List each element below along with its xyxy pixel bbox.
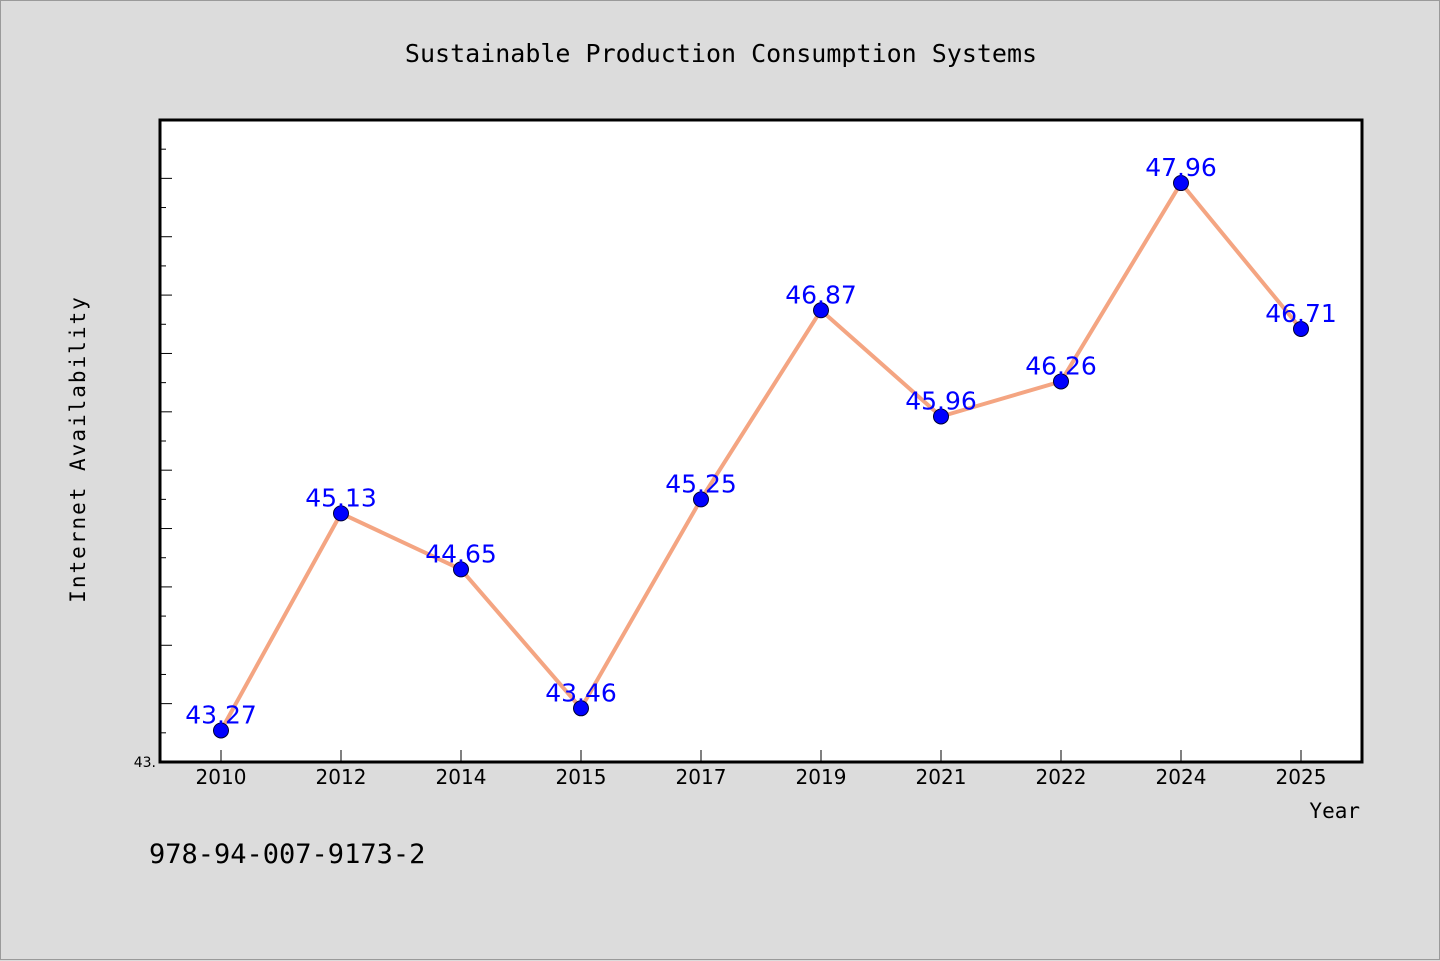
x-tick-label: 2017 (676, 765, 727, 789)
data-point-marker (213, 722, 229, 739)
data-label: 46.87 (785, 280, 857, 309)
data-point-marker (933, 408, 949, 425)
data-label: 43.27 (185, 700, 257, 729)
x-tick-label: 2010 (196, 765, 247, 789)
x-tick-label: 2021 (916, 765, 967, 789)
x-tick-label: 2012 (316, 765, 367, 789)
data-label: 46.71 (1265, 299, 1337, 328)
x-tick-label: 2024 (1156, 765, 1207, 789)
data-point-marker (1173, 175, 1189, 192)
series-layer: 43.27 45.13 44.65 43.46 45.25 46.87 45.96 46.26… (185, 153, 1337, 739)
chart-title: Sustainable Production Consumption Syste… (405, 39, 1037, 68)
data-point-marker (453, 561, 469, 578)
y-axis-title: Internet Availability (66, 295, 90, 603)
series-line (219, 181, 1303, 732)
x-tick-label: 2014 (436, 765, 487, 789)
x-tick-label: 2019 (796, 765, 847, 789)
data-label: 45.96 (905, 386, 977, 415)
x-tick-label: 2015 (556, 765, 607, 789)
data-label: 45.25 (665, 469, 737, 498)
data-point-marker (813, 302, 829, 319)
data-label: 46.26 (1025, 351, 1097, 380)
data-label: 43.46 (545, 678, 617, 707)
plot-area (158, 118, 1364, 764)
data-label: 45.13 (305, 483, 377, 512)
y-tick-label: 43. (134, 755, 156, 771)
data-point-marker (573, 700, 589, 717)
x-tick-label: 2022 (1036, 765, 1087, 789)
isbn-footer: 978-94-007-9173-2 (149, 839, 425, 870)
data-point-marker (1293, 320, 1309, 337)
data-point-marker (333, 505, 349, 522)
data-label: 44.65 (425, 539, 497, 568)
x-axis-ticks: 2010 2012 2014 2015 2017 2019 2021 2022 2024 2025 (196, 750, 1327, 789)
x-tick-label: 2025 (1276, 765, 1327, 789)
data-label: 47.96 (1145, 153, 1217, 182)
data-point-marker (693, 491, 709, 508)
y-axis-ticks (160, 119, 172, 763)
x-axis-title: Year (1309, 799, 1360, 823)
data-point-marker (1053, 373, 1069, 390)
